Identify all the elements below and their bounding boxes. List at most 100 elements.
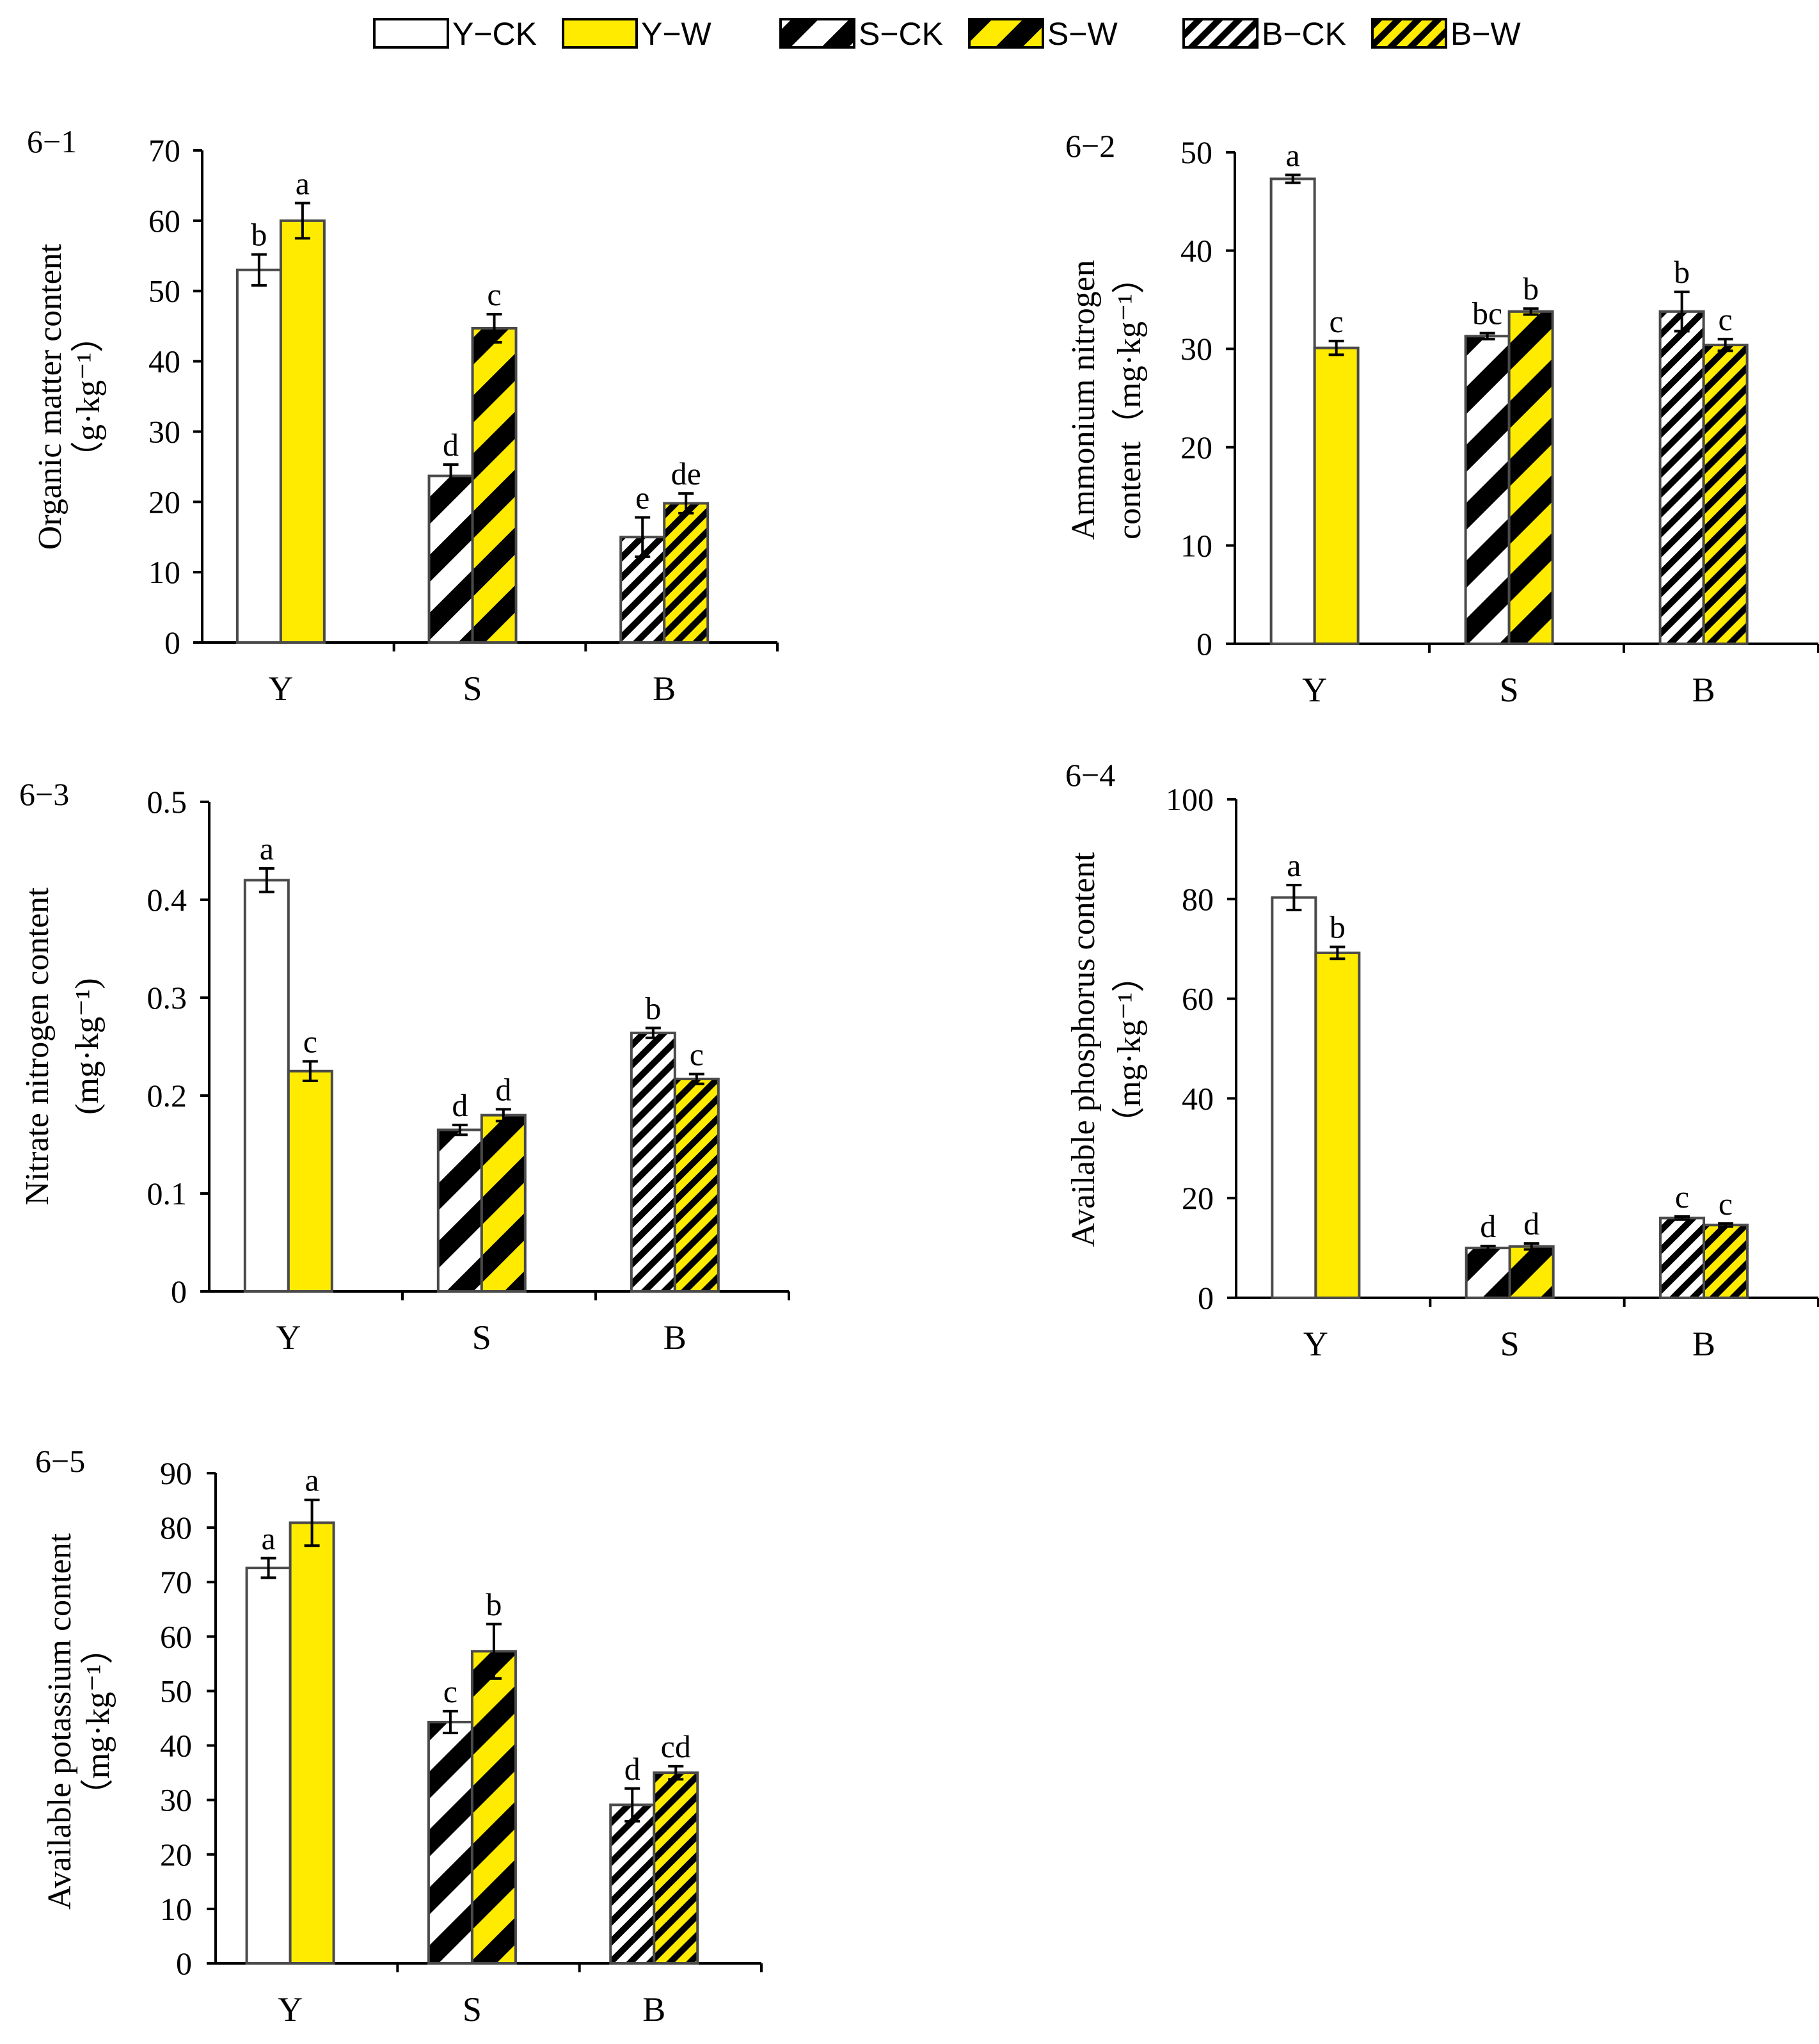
bar-b-ck: [609, 1803, 656, 1965]
significance-label: a: [261, 1521, 275, 1556]
legend-swatch: [373, 18, 449, 49]
bar-b-ck: [630, 1032, 676, 1293]
significance-label: b: [486, 1586, 502, 1622]
legend-label: S−W: [1047, 16, 1118, 52]
legend-swatch: [779, 18, 855, 49]
y-axis-label: Available phosphorus content （mg·kg⁻¹）: [1065, 852, 1148, 1247]
y-tick-label: 0: [1198, 1280, 1214, 1316]
x-tick-label: Y: [268, 669, 293, 708]
y-tick-label: 70: [160, 1564, 192, 1600]
significance-label: bc: [1472, 296, 1502, 331]
bar-y-ck: [245, 1567, 292, 1965]
significance-label: e: [635, 479, 649, 515]
significance-label: b: [1674, 254, 1690, 290]
chart-panel-5: 0 10 20 30 40 50 60 70 80 90 Y S Baa c b dcd 6−5 Availabl…: [35, 1443, 763, 2029]
y-tick-label: 30: [1180, 331, 1212, 367]
y-tick-label: 0: [176, 1945, 192, 1981]
significance-label: a: [305, 1462, 319, 1498]
significance-label: c: [1719, 1186, 1733, 1222]
y-axis-label-line: Available potassium content: [42, 1533, 78, 1910]
chart-panel-1: 0 10 20 30 40 50 60 70 Y S Bba d c ede 6−1 Organic matt…: [27, 124, 779, 708]
y-tick-label: 50: [148, 273, 180, 309]
bar-s-w: [1508, 1245, 1555, 1299]
bar-y-w: [287, 1069, 333, 1293]
y-axis-label-line: content（mg·kg⁻¹）: [1111, 260, 1148, 539]
bar-s-w: [471, 326, 518, 644]
x-tick-label: Y: [278, 1990, 303, 2029]
significance-label: d: [1523, 1206, 1539, 1242]
significance-label: a: [1287, 847, 1301, 883]
significance-label: c: [303, 1023, 317, 1059]
y-axis-label: Ammonium nitrogen content（mg·kg⁻¹）: [1065, 260, 1148, 540]
bar-b-ck: [1659, 1217, 1706, 1299]
significance-label: c: [1330, 303, 1344, 339]
x-tick-label: S: [463, 1990, 482, 2029]
panel-label: 6−4: [1065, 757, 1115, 793]
significance-label: c: [1675, 1179, 1689, 1215]
x-tick-label: B: [1692, 1325, 1715, 1363]
y-tick-label: 0.2: [147, 1078, 187, 1114]
bar-s-w: [470, 1650, 517, 1965]
bar-s-ck: [427, 474, 474, 644]
legend-label: Y−W: [641, 16, 712, 52]
y-tick-label: 20: [160, 1837, 192, 1872]
y-tick-label: 0.3: [147, 980, 187, 1016]
y-tick-label: 30: [148, 413, 180, 449]
legend-label: B−CK: [1262, 16, 1346, 52]
x-tick-label: S: [1500, 671, 1519, 709]
y-tick-label: 20: [1182, 1180, 1214, 1216]
significance-label: a: [296, 165, 310, 201]
y-tick-label: 70: [148, 132, 180, 168]
y-tick-label: 0: [1196, 626, 1212, 662]
significance-label: b: [251, 217, 267, 253]
y-tick-label: 40: [1180, 233, 1212, 269]
bar-s-w: [1507, 310, 1554, 646]
y-tick-label: 60: [1182, 981, 1214, 1017]
significance-label: d: [452, 1087, 468, 1123]
y-tick-label: 30: [160, 1782, 192, 1818]
bar-s-ck: [436, 1128, 483, 1293]
y-axis-label-line: （g·kg⁻¹）: [70, 319, 107, 474]
significance-label: b: [1330, 909, 1346, 945]
y-tick-label: 0.1: [147, 1176, 187, 1211]
y-tick-label: 0.4: [147, 882, 187, 918]
x-tick-label: B: [653, 669, 676, 708]
legend-label: S−CK: [859, 16, 943, 52]
legend-item-s-ck: S−CK: [779, 16, 943, 52]
y-axis-label-line: (mg·kg⁻¹): [69, 978, 106, 1114]
significance-label: d: [624, 1751, 640, 1787]
bar-y-w: [1314, 951, 1361, 1299]
y-axis-label: Nitrate nitrogen content (mg·kg⁻¹): [19, 887, 106, 1205]
significance-label: c: [443, 1673, 457, 1709]
significance-label: c: [487, 276, 501, 312]
y-tick-label: 50: [1180, 134, 1212, 170]
legend-swatch: [1182, 18, 1259, 49]
y-tick-label: 0.5: [147, 784, 187, 820]
y-tick-label: 80: [1182, 881, 1214, 917]
significance-label: b: [645, 990, 661, 1026]
significance-label: a: [1286, 137, 1300, 173]
x-tick-label: B: [1692, 671, 1715, 709]
panel-label: 6−2: [1065, 128, 1115, 164]
y-axis-label: Available potassium content（mg·kg⁻¹）: [42, 1533, 116, 1910]
y-axis-label: Organic matter content（g·kg⁻¹）: [32, 243, 107, 550]
legend-item-y-w: Y−W: [562, 16, 712, 52]
bar-b-w: [1703, 1224, 1749, 1299]
legend-item-s-w: S−W: [968, 16, 1118, 52]
legend: Y−CK Y−W S−CK S−W B−CK B−W: [373, 16, 1521, 52]
x-tick-label: S: [463, 669, 482, 708]
bar-y-ck: [1271, 896, 1317, 1299]
significance-label: de: [671, 456, 701, 491]
bar-s-ck: [427, 1720, 473, 1965]
bar-b-w: [673, 1077, 720, 1293]
legend-label: B−W: [1450, 16, 1521, 52]
x-tick-label: B: [642, 1990, 665, 2029]
x-tick-label: S: [1500, 1325, 1520, 1363]
y-axis-label-line: Nitrate nitrogen content: [19, 887, 56, 1205]
significance-label: a: [260, 831, 274, 866]
significance-label: b: [1523, 271, 1539, 307]
significance-label: c: [1719, 301, 1733, 337]
